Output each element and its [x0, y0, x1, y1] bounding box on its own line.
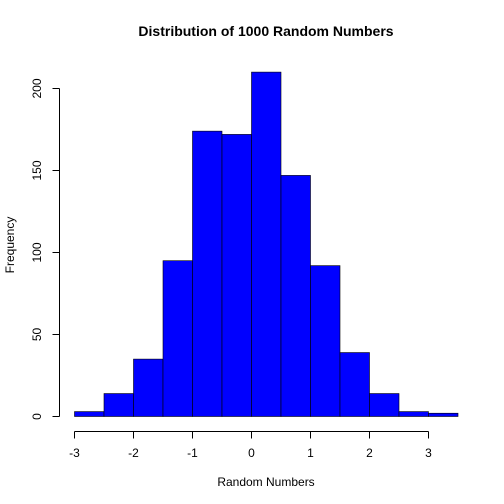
histogram-bar — [192, 130, 223, 417]
x-tick-label: -1 — [187, 446, 198, 460]
histogram-bar — [398, 411, 429, 417]
x-axis: -3 -2 -1 0 1 2 3 — [69, 431, 432, 460]
histogram-bar — [280, 175, 311, 417]
histogram-bar — [133, 358, 164, 417]
histogram-bar — [369, 393, 400, 417]
histogram-bar — [339, 352, 370, 417]
x-tick-label: -3 — [69, 446, 80, 460]
y-axis: 0 50 100 150 200 — [30, 78, 60, 420]
y-tick-label: 150 — [30, 160, 44, 180]
histogram-bar — [251, 71, 282, 417]
x-tick-label: 1 — [307, 446, 314, 460]
histogram-bar — [162, 260, 193, 417]
histogram-bar — [74, 411, 105, 417]
x-axis-label: Random Numbers — [217, 475, 314, 489]
x-tick-label: 3 — [425, 446, 432, 460]
histogram-bar — [310, 265, 341, 417]
histogram-bar — [221, 134, 252, 417]
y-tick-label: 50 — [30, 328, 44, 342]
y-tick-label: 200 — [30, 78, 44, 98]
x-tick-label: 0 — [248, 446, 255, 460]
chart-title: Distribution of 1000 Random Numbers — [138, 23, 393, 39]
bars-group — [74, 71, 459, 417]
y-tick-label: 100 — [30, 242, 44, 262]
y-axis-label: Frequency — [3, 217, 17, 274]
y-tick-label: 0 — [30, 413, 44, 420]
histogram-bar — [428, 412, 459, 417]
x-tick-label: 2 — [366, 446, 373, 460]
x-tick-label: -2 — [128, 446, 139, 460]
histogram-bar — [103, 393, 134, 417]
